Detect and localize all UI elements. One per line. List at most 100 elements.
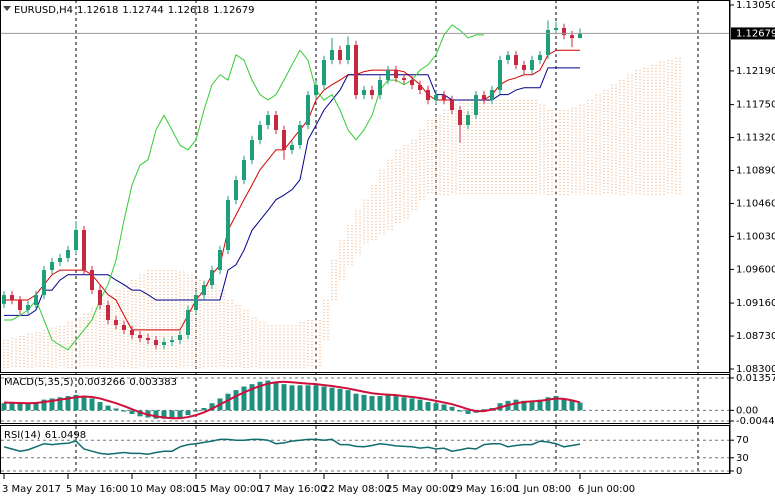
x-tick-label: 25 May 00:00 bbox=[386, 484, 455, 495]
indicator-name: MACD(5,35,5) bbox=[4, 377, 74, 388]
macd-frame bbox=[0, 374, 730, 424]
histogram-bar bbox=[337, 388, 343, 411]
candle-body bbox=[298, 125, 302, 146]
histogram-bar bbox=[9, 402, 15, 411]
x-tick-label: 5 May 16:00 bbox=[66, 484, 128, 495]
candle-body bbox=[562, 27, 566, 36]
candle-body bbox=[362, 89, 366, 96]
histogram-bar bbox=[209, 403, 215, 411]
indicator-name: EURUSD,H4 bbox=[14, 5, 73, 16]
histogram-bar bbox=[65, 396, 71, 411]
candle-body bbox=[18, 300, 22, 310]
candle-body bbox=[242, 160, 246, 181]
candle-body bbox=[570, 35, 574, 39]
histogram-bar bbox=[457, 410, 463, 412]
candle-body bbox=[250, 140, 254, 161]
x-tick-label: 17 May 16:00 bbox=[258, 484, 327, 495]
histogram-bar bbox=[441, 404, 447, 411]
candle-body bbox=[26, 305, 30, 310]
histogram-bar bbox=[545, 397, 551, 411]
y-tick-label: 30 bbox=[736, 453, 749, 464]
histogram-bar bbox=[113, 408, 119, 411]
x-tick-label: 10 May 08:00 bbox=[130, 484, 199, 495]
histogram-bar bbox=[521, 400, 527, 411]
x-tick-label: 29 May 16:00 bbox=[450, 484, 519, 495]
y-tick-label: 1.08730 bbox=[736, 331, 775, 342]
candle-body bbox=[202, 285, 206, 296]
y-tick-label: 0.013574 bbox=[736, 373, 775, 384]
candle-body bbox=[106, 305, 110, 321]
candle-body bbox=[234, 180, 238, 201]
y-tick-label: 70 bbox=[736, 435, 749, 446]
candle-body bbox=[418, 85, 422, 90]
main-plot bbox=[2, 20, 681, 369]
y-tick-label: -0.004455 bbox=[736, 416, 775, 427]
header-value: 0.003266 bbox=[78, 377, 126, 388]
candle-body bbox=[314, 85, 318, 96]
candle-body bbox=[210, 269, 214, 286]
candle-body bbox=[82, 229, 86, 270]
histogram-bar bbox=[25, 403, 31, 411]
indicator-line bbox=[4, 24, 484, 351]
histogram-bar bbox=[249, 384, 255, 411]
histogram-bar bbox=[329, 387, 335, 411]
candle-body bbox=[386, 69, 390, 81]
histogram-bar bbox=[81, 396, 87, 411]
header-value: 1.12618 bbox=[77, 5, 118, 16]
histogram-bar bbox=[393, 396, 399, 411]
candle-body bbox=[330, 49, 334, 61]
histogram-bar bbox=[465, 410, 471, 414]
histogram-bar bbox=[137, 410, 143, 417]
histogram-bar bbox=[561, 398, 567, 411]
indicator-name: RSI(14) bbox=[4, 430, 41, 441]
y-tick-label: 0.00 bbox=[736, 405, 758, 416]
histogram-bar bbox=[513, 399, 519, 411]
candle-body bbox=[490, 89, 494, 101]
candle-body bbox=[266, 115, 270, 126]
histogram-bar bbox=[353, 393, 359, 411]
histogram-bar bbox=[33, 402, 39, 411]
histogram-bar bbox=[577, 402, 583, 411]
histogram-bar bbox=[297, 385, 303, 411]
histogram-bar bbox=[401, 397, 407, 411]
x-tick-label: 3 May 2017 bbox=[2, 484, 61, 495]
y-tick-label: 1.13050 bbox=[736, 0, 775, 11]
y-tick-label: 1.10030 bbox=[736, 231, 775, 242]
y-tick-label: 1.11750 bbox=[736, 100, 775, 111]
y-tick-label: 0 bbox=[736, 466, 742, 477]
header-value: 61.0498 bbox=[45, 430, 86, 441]
histogram-bar bbox=[169, 410, 175, 419]
rsi-line bbox=[3, 438, 581, 456]
candle-body bbox=[546, 29, 550, 56]
histogram-bar bbox=[425, 402, 431, 411]
candle-body bbox=[290, 145, 294, 150]
candle-body bbox=[194, 295, 198, 310]
candle-body bbox=[114, 320, 118, 326]
candle-body bbox=[514, 55, 518, 66]
candle-body bbox=[10, 295, 14, 301]
candle-body bbox=[162, 342, 166, 346]
candle-body bbox=[170, 340, 174, 343]
candle-body bbox=[506, 55, 510, 61]
histogram-bar bbox=[345, 390, 351, 411]
candle-body bbox=[98, 289, 102, 306]
histogram-bar bbox=[257, 381, 263, 411]
histogram-bar bbox=[1, 403, 7, 411]
header-value: 1.12679 bbox=[213, 5, 254, 16]
histogram-bar bbox=[89, 398, 95, 411]
histogram-bar bbox=[41, 399, 47, 411]
histogram-bar bbox=[185, 410, 191, 416]
histogram-bar bbox=[385, 394, 391, 411]
histogram-bar bbox=[481, 409, 487, 411]
session-separators bbox=[75, 0, 699, 474]
candle-body bbox=[282, 129, 286, 150]
symbol-menu-icon[interactable] bbox=[3, 6, 11, 11]
candle-body bbox=[394, 69, 398, 79]
candle-body bbox=[434, 95, 438, 101]
histogram-bar bbox=[73, 394, 79, 411]
candle-body bbox=[378, 80, 382, 96]
candle-body bbox=[402, 78, 406, 81]
